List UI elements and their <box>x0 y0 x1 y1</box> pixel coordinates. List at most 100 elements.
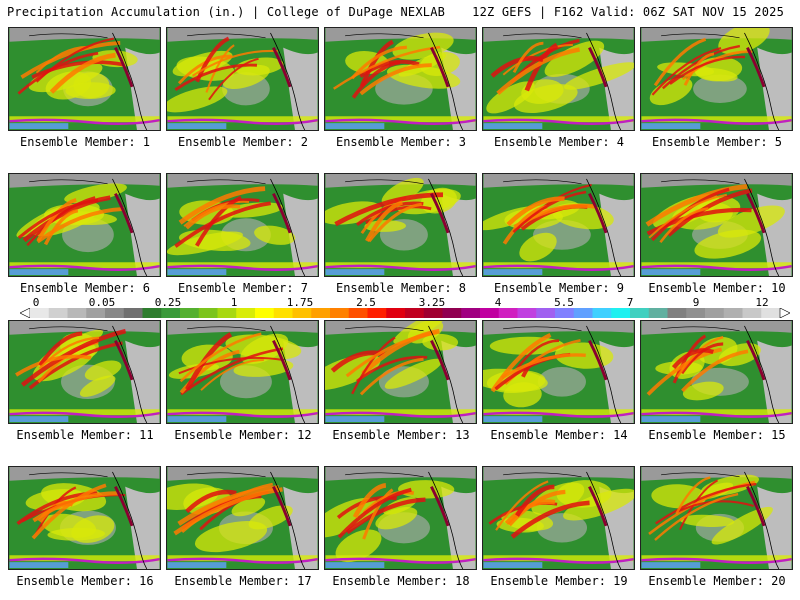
ensemble-member-map <box>166 173 319 277</box>
precipitation-map-image <box>9 467 160 569</box>
colorbar-tick-label: 0.05 <box>88 296 116 309</box>
colorbar-swatch <box>330 308 350 318</box>
precipitation-map-image <box>325 28 476 130</box>
ensemble-member-map <box>8 27 161 131</box>
precipitation-map-image <box>483 28 634 130</box>
colorbar-swatch <box>536 308 556 318</box>
ensemble-member-map <box>324 320 477 424</box>
ensemble-member-label: Ensemble Member: 7 <box>177 281 309 295</box>
colorbar-swatch <box>180 308 200 318</box>
colorbar-tick-label: 12 <box>755 296 769 309</box>
colorbar-swatch <box>555 308 575 318</box>
ensemble-member-label: Ensemble Member: 12 <box>174 428 312 442</box>
colorbar-swatch <box>723 308 743 318</box>
precipitation-map-image <box>483 321 634 423</box>
colorbar-tick-label: 9 <box>692 296 700 309</box>
ensemble-member-map <box>8 320 161 424</box>
colorbar-swatch <box>405 308 425 318</box>
run-info: 12Z GEFS | F162 Valid: 06Z SAT NOV 15 20… <box>472 5 784 19</box>
colorbar-swatch <box>742 308 762 318</box>
ensemble-member-label: Ensemble Member: 8 <box>335 281 467 295</box>
color-scale-bar <box>20 308 790 318</box>
precipitation-map-image <box>641 467 792 569</box>
colorbar-swatch <box>442 308 462 318</box>
ensemble-member-map <box>8 466 161 570</box>
colorbar-tick-label: 3.25 <box>418 296 446 309</box>
ensemble-member-map <box>640 466 793 570</box>
colorbar-swatch <box>217 308 237 318</box>
precipitation-map-image <box>167 28 318 130</box>
ensemble-member-label: Ensemble Member: 3 <box>335 135 467 149</box>
ensemble-member-label: Ensemble Member: 19 <box>490 574 628 588</box>
colorbar-swatch <box>161 308 181 318</box>
colorbar-swatch <box>761 308 781 318</box>
precipitation-map-image <box>641 28 792 130</box>
colorbar-swatch <box>648 308 668 318</box>
precipitation-map-image <box>167 467 318 569</box>
colorbar-swatch <box>498 308 518 318</box>
colorbar-tick-label: 1.75 <box>286 296 314 309</box>
ensemble-member-map <box>482 466 635 570</box>
colorbar-tick-label: 0 <box>32 296 40 309</box>
colorbar-max-arrow <box>779 308 790 318</box>
colorbar-tick-label: 1 <box>230 296 238 309</box>
colorbar-swatch <box>311 308 331 318</box>
ensemble-member-label: Ensemble Member: 2 <box>177 135 309 149</box>
precipitation-map-image <box>167 174 318 276</box>
colorbar-swatch <box>348 308 368 318</box>
precipitation-map-image <box>9 28 160 130</box>
colorbar-swatch <box>273 308 293 318</box>
ensemble-member-label: Ensemble Member: 15 <box>648 428 786 442</box>
ensemble-member-label: Ensemble Member: 14 <box>490 428 628 442</box>
ensemble-member-map <box>166 466 319 570</box>
map-title: Precipitation Accumulation (in.) | Colle… <box>7 5 446 19</box>
ensemble-member-label: Ensemble Member: 11 <box>16 428 154 442</box>
ensemble-member-label: Ensemble Member: 6 <box>19 281 151 295</box>
precipitation-map-image <box>483 467 634 569</box>
colorbar-swatch <box>667 308 687 318</box>
precipitation-map-image <box>641 174 792 276</box>
ensemble-member-label: Ensemble Member: 13 <box>332 428 470 442</box>
ensemble-member-map <box>482 27 635 131</box>
colorbar-swatch <box>461 308 481 318</box>
colorbar-min-arrow <box>20 308 31 318</box>
colorbar-swatch <box>611 308 631 318</box>
ensemble-member-map <box>324 27 477 131</box>
colorbar-tick-label: 5.5 <box>554 296 574 309</box>
ensemble-member-map <box>324 173 477 277</box>
ensemble-member-label: Ensemble Member: 1 <box>19 135 151 149</box>
colorbar-tick-label: 4 <box>494 296 502 309</box>
colorbar-swatch <box>67 308 87 318</box>
ensemble-member-map <box>482 320 635 424</box>
colorbar-tick-label: 7 <box>626 296 634 309</box>
precipitation-map-image <box>325 321 476 423</box>
ensemble-member-map <box>640 27 793 131</box>
precipitation-map-image <box>325 467 476 569</box>
ensemble-member-map <box>482 173 635 277</box>
precipitation-map-image <box>325 174 476 276</box>
colorbar-swatch <box>423 308 443 318</box>
colorbar-swatch <box>48 308 68 318</box>
colorbar-swatch <box>592 308 612 318</box>
colorbar-swatch <box>386 308 406 318</box>
precipitation-map-image <box>167 321 318 423</box>
colorbar-swatch <box>573 308 593 318</box>
ensemble-member-label: Ensemble Member: 16 <box>16 574 154 588</box>
ensemble-member-map <box>640 173 793 277</box>
ensemble-member-label: Ensemble Member: 10 <box>648 281 786 295</box>
ensemble-member-label: Ensemble Member: 17 <box>174 574 312 588</box>
colorbar-swatch <box>142 308 162 318</box>
ensemble-member-map <box>166 27 319 131</box>
precipitation-map-image <box>9 321 160 423</box>
precipitation-map-image <box>641 321 792 423</box>
ensemble-member-label: Ensemble Member: 5 <box>651 135 783 149</box>
colorbar-swatch <box>480 308 500 318</box>
ensemble-member-label: Ensemble Member: 4 <box>493 135 625 149</box>
ensemble-member-label: Ensemble Member: 9 <box>493 281 625 295</box>
colorbar-swatch <box>255 308 275 318</box>
ensemble-member-map <box>8 173 161 277</box>
precipitation-map-image <box>9 174 160 276</box>
colorbar-swatch <box>292 308 312 318</box>
colorbar-swatch <box>517 308 537 318</box>
colorbar-swatch <box>30 308 50 318</box>
